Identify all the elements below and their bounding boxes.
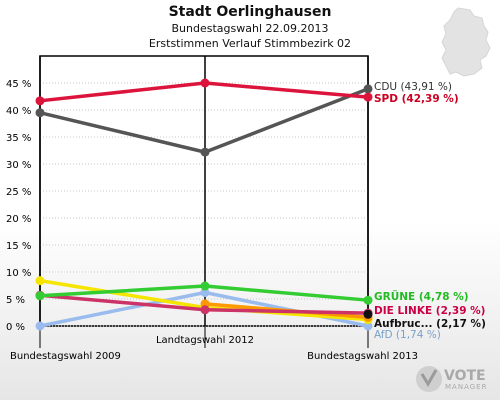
- data-point: [363, 295, 373, 305]
- data-point: [35, 291, 45, 301]
- y-tick-label: 10 %: [6, 268, 31, 279]
- chart-subsubtitle: Erststimmen Verlauf Stimmbezirk 02: [148, 37, 352, 50]
- y-tick-label: 15 %: [6, 241, 31, 252]
- x-tick-label: Bundestagswahl 2009: [10, 351, 121, 362]
- data-point: [200, 147, 210, 157]
- data-point: [200, 281, 210, 291]
- y-tick-label: 5 %: [6, 295, 25, 306]
- series-end-label: DIE LINKE (2,39 %): [374, 305, 485, 317]
- series-end-label: SPD (42,39 %): [374, 93, 459, 105]
- series-end-label: Aufbruc... (2,17 %): [374, 318, 486, 330]
- data-point: [35, 96, 45, 106]
- chart-title: Stadt Oerlinghausen: [168, 4, 332, 20]
- data-point: [200, 288, 210, 298]
- y-tick-label: 25 %: [6, 187, 31, 198]
- data-point: [35, 321, 45, 331]
- data-point: [35, 276, 45, 286]
- series-end-label: GRÜNE (4,78 %): [374, 289, 469, 303]
- series-line: [39, 87, 369, 154]
- germany-map-icon: [441, 7, 491, 77]
- series-end-label: AfD (1,74 %): [374, 329, 441, 341]
- data-point: [363, 92, 373, 102]
- series-end-label: CDU (43,91 %): [374, 81, 452, 93]
- logo-vote-text: VOTE: [444, 368, 486, 384]
- data-point: [363, 84, 373, 94]
- data-point: [200, 305, 210, 315]
- x-tick-label: Bundestagswahl 2013: [307, 351, 418, 362]
- data-point: [35, 108, 45, 118]
- vote-check-icon: [416, 366, 442, 392]
- y-tick-label: 30 %: [6, 160, 31, 171]
- logo-manager-text: MANAGER: [445, 383, 488, 391]
- data-point: [200, 78, 210, 88]
- y-tick-label: 45 %: [6, 79, 31, 90]
- x-tick-label: Landtagswahl 2012: [156, 335, 254, 346]
- y-tick-label: 35 %: [6, 133, 31, 144]
- data-point: [363, 309, 373, 319]
- y-tick-label: 0 %: [6, 322, 25, 333]
- data-point: [363, 321, 373, 331]
- y-tick-label: 20 %: [6, 214, 31, 225]
- y-tick-label: 40 %: [6, 106, 31, 117]
- chart-subtitle: Bundestagswahl 22.09.2013: [171, 22, 329, 35]
- votemanager-logo: VOTE MANAGER: [414, 362, 494, 396]
